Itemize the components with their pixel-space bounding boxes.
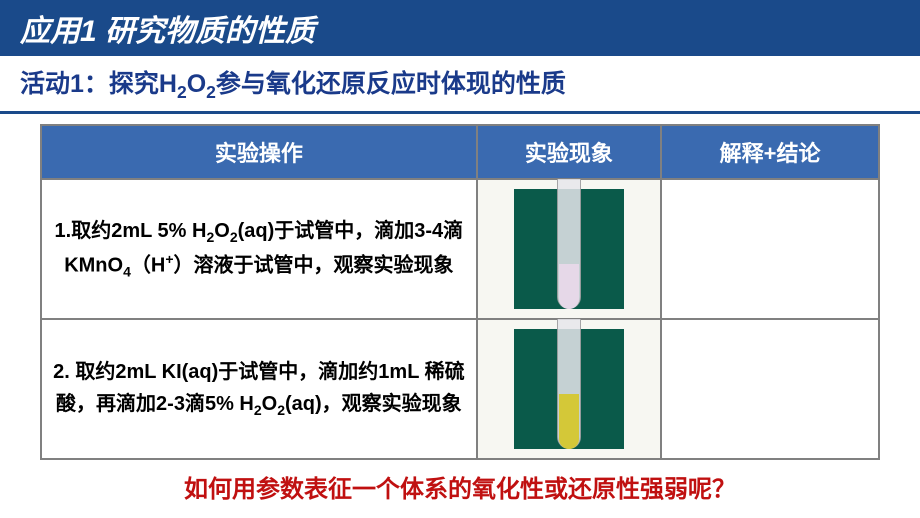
op1-s3: 4 xyxy=(123,264,131,280)
test-tube-2 xyxy=(557,329,581,449)
op2-p3: (aq)，观察实验现象 xyxy=(285,393,462,415)
th-phenomenon: 实验现象 xyxy=(477,125,661,179)
cell-phenomenon-1 xyxy=(477,179,661,319)
op1-p1: 1.取约2mL 5% H xyxy=(55,220,207,242)
tube-liquid-2 xyxy=(559,394,579,449)
tube-photo-2 xyxy=(514,329,624,449)
th-operation: 实验操作 xyxy=(41,125,477,179)
op1-sup1: + xyxy=(165,251,173,267)
subtitle-prefix: 活动1：探究H xyxy=(20,70,177,98)
cell-explanation-2 xyxy=(661,319,879,459)
cell-phenomenon-2 xyxy=(477,319,661,459)
subtitle-sub1: 2 xyxy=(177,82,187,102)
bottom-question: 如何用参数表征一个体系的氧化性或还原性强弱呢？ xyxy=(0,469,920,504)
operation-text-1: 1.取约2mL 5% H2O2(aq)于试管中，滴加3-4滴KMnO4（H+）溶… xyxy=(52,215,466,283)
op1-s2: 2 xyxy=(230,229,238,245)
op1-p4: （H xyxy=(131,255,165,277)
op2-s2: 2 xyxy=(277,402,285,418)
op2-s1: 2 xyxy=(254,402,262,418)
tube-liquid-1 xyxy=(559,264,579,309)
th-explanation: 解释+结论 xyxy=(661,125,879,179)
table-header-row: 实验操作 实验现象 解释+结论 xyxy=(41,125,879,179)
header-bar: 应用1 研究物质的性质 xyxy=(0,0,920,56)
cell-operation-1: 1.取约2mL 5% H2O2(aq)于试管中，滴加3-4滴KMnO4（H+）溶… xyxy=(41,179,477,319)
tube-photo-1 xyxy=(514,189,624,309)
cell-explanation-1 xyxy=(661,179,879,319)
cell-operation-2: 2. 取约2mL KI(aq)于试管中，滴加约1mL 稀硫酸，再滴加2-3滴5%… xyxy=(41,319,477,459)
activity-subtitle: 活动1：探究H2O2参与氧化还原反应时体现的性质 xyxy=(0,56,920,114)
header-title: 应用1 研究物质的性质 xyxy=(20,15,315,48)
experiment-table-wrap: 实验操作 实验现象 解释+结论 1.取约2mL 5% H2O2(aq)于试管中，… xyxy=(0,114,920,460)
subtitle-sub2: 2 xyxy=(206,82,216,102)
op2-p2: O xyxy=(262,393,278,415)
operation-text-2: 2. 取约2mL KI(aq)于试管中，滴加约1mL 稀硫酸，再滴加2-3滴5%… xyxy=(52,356,466,421)
test-tube-1 xyxy=(557,189,581,309)
table-row: 2. 取约2mL KI(aq)于试管中，滴加约1mL 稀硫酸，再滴加2-3滴5%… xyxy=(41,319,879,459)
subtitle-mid1: O xyxy=(187,70,206,98)
op1-p2: O xyxy=(214,220,230,242)
table-row: 1.取约2mL 5% H2O2(aq)于试管中，滴加3-4滴KMnO4（H+）溶… xyxy=(41,179,879,319)
subtitle-suffix: 参与氧化还原反应时体现的性质 xyxy=(216,70,566,98)
experiment-table: 实验操作 实验现象 解释+结论 1.取约2mL 5% H2O2(aq)于试管中，… xyxy=(40,124,880,460)
op1-p5: ）溶液于试管中，观察实验现象 xyxy=(174,255,454,277)
